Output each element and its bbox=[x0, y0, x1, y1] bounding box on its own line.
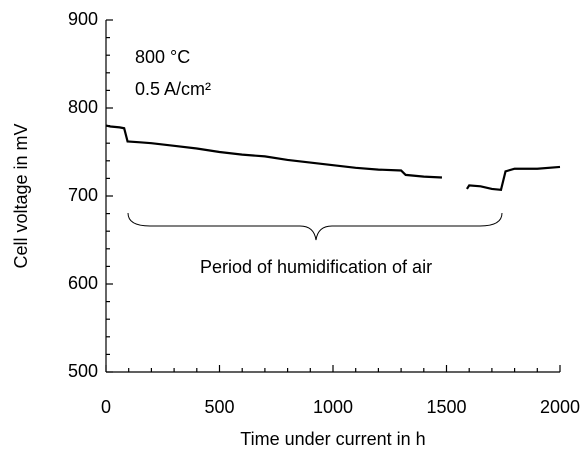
y-tick-label: 600 bbox=[68, 273, 98, 293]
annotation: 0.5 A/cm² bbox=[135, 79, 211, 99]
brace bbox=[127, 212, 503, 241]
x-tick-label: 500 bbox=[204, 397, 234, 417]
x-tick-label: 1500 bbox=[426, 397, 466, 417]
annotation: 800 °C bbox=[135, 47, 190, 67]
x-tick-label: 0 bbox=[101, 397, 111, 417]
data-line bbox=[105, 124, 561, 192]
y-tick-label: 800 bbox=[68, 97, 98, 117]
y-tick-label: 500 bbox=[68, 361, 98, 381]
annotation: Period of humidification of air bbox=[200, 257, 432, 277]
y-tick-label: 900 bbox=[68, 9, 98, 29]
y-axis-label: Cell voltage in mV bbox=[11, 123, 31, 268]
x-axis-label: Time under current in h bbox=[240, 429, 425, 449]
x-tick-label: 2000 bbox=[540, 397, 580, 417]
x-tick-label: 1000 bbox=[313, 397, 353, 417]
y-tick-label: 700 bbox=[68, 185, 98, 205]
